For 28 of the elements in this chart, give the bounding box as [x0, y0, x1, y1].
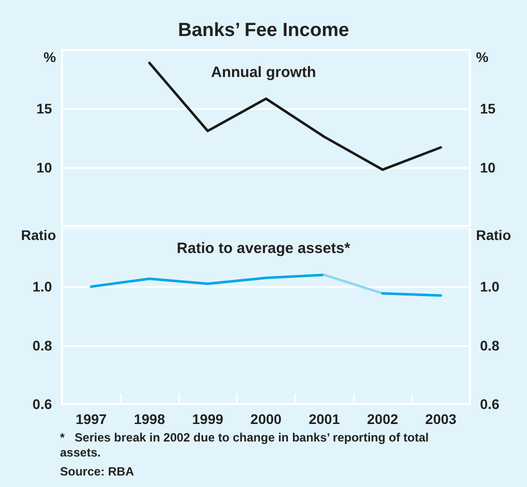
x-tick-label: 2002	[366, 411, 398, 427]
y2-tick-label: 1.0	[480, 278, 500, 295]
y2-axis-title: Ratio	[476, 227, 511, 243]
y-axis-title: Ratio	[21, 227, 56, 243]
text: Ratio to average assets*	[176, 240, 350, 257]
text: Annual growth	[211, 64, 316, 81]
y-tick-label: 10	[36, 159, 52, 176]
chart-title: Banks’ Fee Income	[178, 20, 350, 41]
line-series	[148, 62, 442, 171]
line-series	[90, 274, 326, 288]
x-tick-label: 2000	[250, 411, 282, 427]
x-tick-label: 1998	[134, 411, 166, 427]
y2-axis-title: %	[476, 49, 489, 65]
text: * Series break in 2002 due to change in banks’ reporting of total assets.	[60, 430, 432, 460]
y-tick-label: 0.6	[32, 396, 52, 412]
x-tick-label: 1999	[192, 411, 224, 427]
x-tick-label: 2003	[425, 411, 457, 427]
y2-tick-label: 10	[480, 159, 496, 176]
x-tick-label: 1997	[76, 411, 107, 427]
y-tick-label: 0.8	[32, 337, 52, 354]
y-tick-label: 1.0	[32, 278, 52, 295]
y-tick-label: 15	[36, 100, 52, 117]
y2-tick-label: 0.8	[480, 337, 500, 354]
y2-tick-label: 0.6	[480, 396, 500, 412]
y2-tick-label: 15	[480, 100, 496, 117]
y-axis-title: %	[44, 49, 57, 65]
x-tick-label: 2001	[308, 411, 340, 427]
source-note: Source: RBA	[60, 464, 134, 478]
